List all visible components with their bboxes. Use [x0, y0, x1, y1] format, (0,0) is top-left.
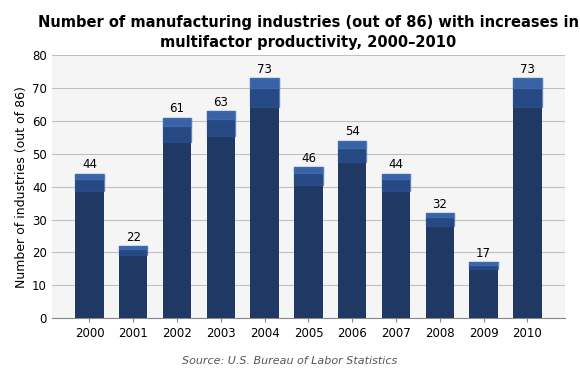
Bar [382, 174, 410, 179]
Bar [163, 118, 191, 126]
Bar [251, 78, 279, 107]
Bar [119, 246, 147, 318]
Bar [469, 262, 498, 269]
Bar [338, 141, 367, 148]
Text: 46: 46 [301, 152, 316, 165]
Bar [75, 174, 104, 318]
Bar [513, 78, 542, 107]
Bar [163, 118, 191, 318]
Bar [119, 246, 147, 249]
Bar [338, 141, 367, 318]
Bar [513, 78, 542, 318]
Bar [251, 78, 279, 88]
Bar [469, 262, 498, 318]
Text: 73: 73 [257, 63, 272, 76]
Title: Number of manufacturing industries (out of 86) with increases in
multifactor pro: Number of manufacturing industries (out … [38, 15, 579, 50]
Text: 44: 44 [82, 158, 97, 171]
Text: 61: 61 [169, 102, 184, 115]
Bar [469, 262, 498, 265]
Text: 22: 22 [126, 231, 141, 243]
Bar [163, 118, 191, 142]
Bar [294, 167, 322, 318]
Bar [382, 174, 410, 191]
Bar [294, 167, 322, 173]
Text: 44: 44 [389, 158, 404, 171]
Bar [294, 167, 322, 185]
Text: 63: 63 [213, 96, 229, 109]
Bar [206, 111, 235, 136]
Bar [206, 111, 235, 318]
Bar [382, 174, 410, 318]
Bar [338, 141, 367, 162]
Bar [119, 246, 147, 255]
Text: 32: 32 [433, 198, 447, 211]
Text: 73: 73 [520, 63, 535, 76]
Bar [426, 213, 454, 318]
Text: Source: U.S. Bureau of Labor Statistics: Source: U.S. Bureau of Labor Statistics [182, 356, 398, 366]
Bar [251, 78, 279, 318]
Text: 17: 17 [476, 247, 491, 260]
Y-axis label: Number of industries (out of 86): Number of industries (out of 86) [15, 86, 28, 287]
Text: 54: 54 [345, 125, 360, 138]
Bar [426, 213, 454, 226]
Bar [426, 213, 454, 217]
Bar [513, 78, 542, 88]
Bar [75, 174, 104, 179]
Bar [75, 174, 104, 191]
Bar [206, 111, 235, 119]
